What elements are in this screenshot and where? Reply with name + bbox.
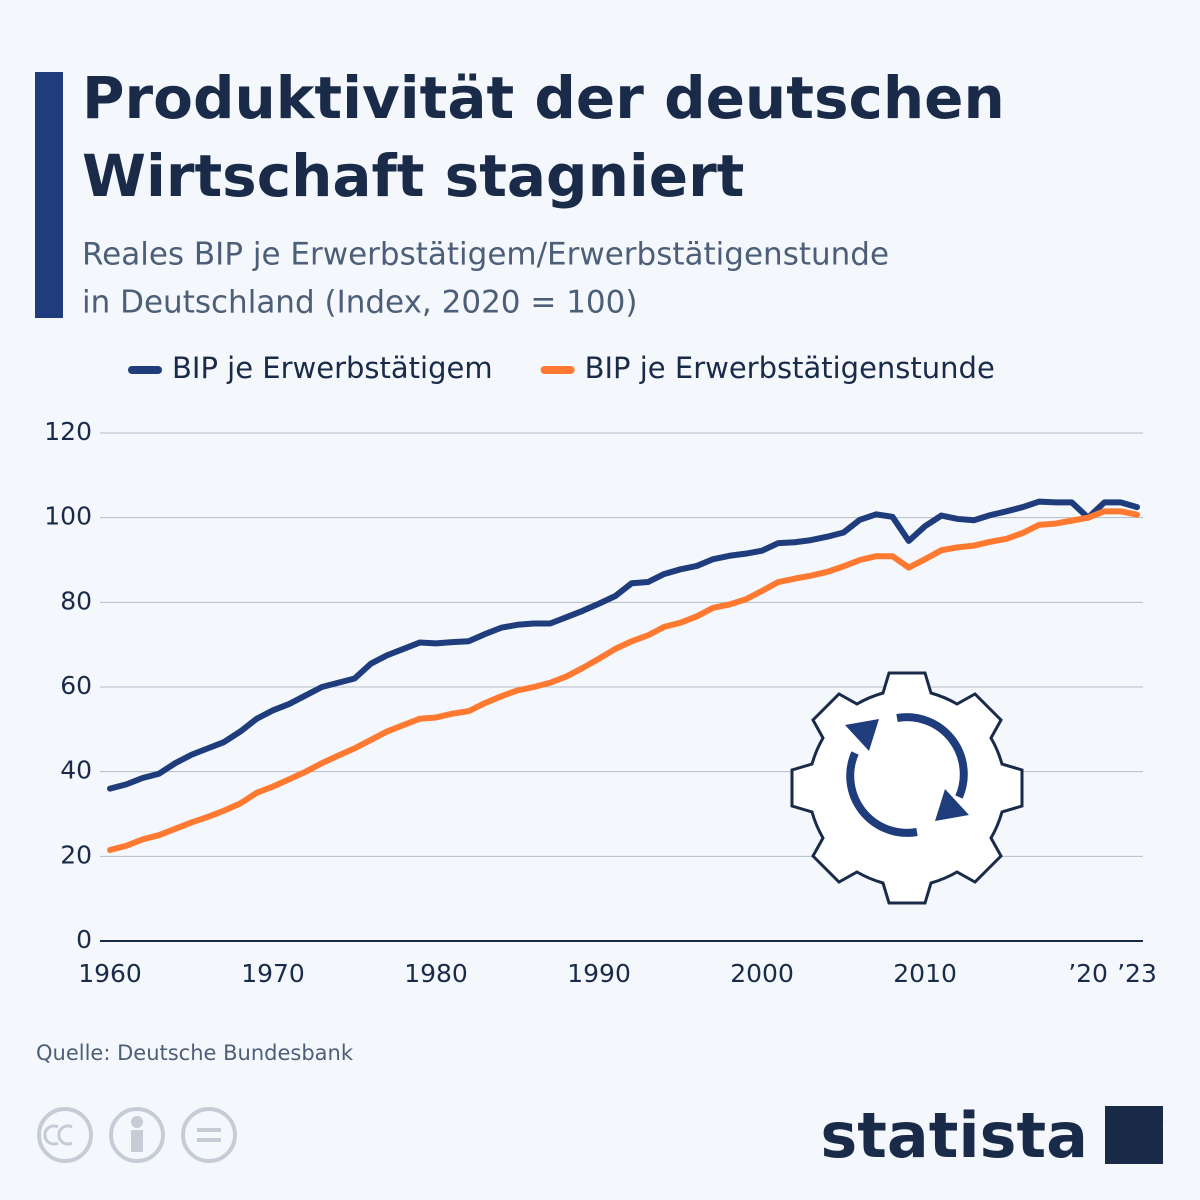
x-tick-label: 1990 [567,959,631,988]
source: Quelle: Deutsche Bundesbank [36,1041,354,1065]
y-tick-label: 40 [60,756,92,785]
legend-label: BIP je Erwerbstätigem [172,351,493,385]
brand-logo [1105,1106,1163,1164]
subtitle: Reales BIP je Erwerbstätigem/Erwerbstäti… [82,237,889,273]
y-tick-label: 0 [76,925,92,954]
y-tick-label: 20 [60,840,92,869]
series-line [107,498,1140,792]
subtitle: in Deutschland (Index, 2020 = 100) [82,285,637,321]
license-icons [37,1107,237,1163]
y-tick-label: 120 [44,417,92,446]
y-tick-label: 100 [44,502,92,531]
chart-title: Produktivität der deutschen [82,64,1005,132]
x-tick-label: ’20 [1068,959,1108,988]
y-tick-label: 80 [60,586,92,615]
chart-title: Wirtschaft stagniert [82,142,744,210]
x-tick-label: 2000 [730,959,794,988]
series-line [107,508,1140,853]
x-tick-label: ’23 [1117,959,1157,988]
x-tick-label: 1960 [78,959,142,988]
brand: statista [820,1099,1088,1172]
x-tick-label: 2010 [893,959,957,988]
x-tick-label: 1970 [241,959,305,988]
x-tick-label: 1980 [404,959,468,988]
y-tick-label: 60 [60,671,92,700]
legend-label: BIP je Erwerbstätigenstunde [585,351,995,385]
gear-icon [790,671,1024,905]
accent-bar [35,72,63,318]
